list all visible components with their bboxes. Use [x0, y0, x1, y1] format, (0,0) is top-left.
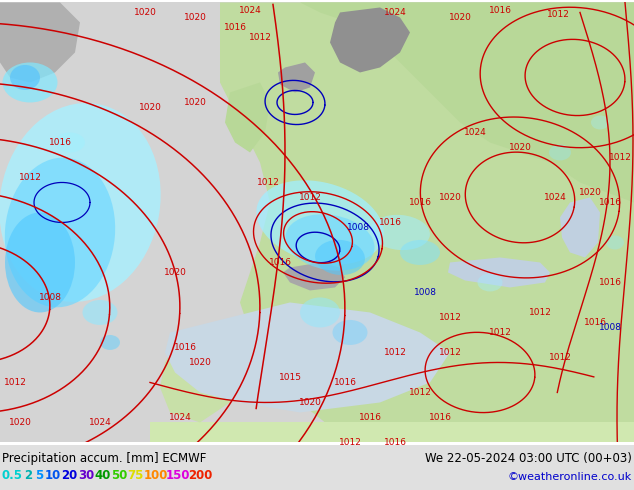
Ellipse shape [606, 236, 624, 249]
Text: 1020: 1020 [164, 268, 186, 277]
Ellipse shape [3, 62, 58, 102]
Ellipse shape [82, 300, 117, 325]
Text: 1020: 1020 [184, 98, 207, 107]
Text: 1016: 1016 [598, 198, 621, 207]
Ellipse shape [370, 215, 430, 250]
Text: 1016: 1016 [333, 378, 356, 387]
Ellipse shape [5, 158, 115, 307]
Polygon shape [448, 257, 550, 288]
Polygon shape [300, 2, 634, 202]
Text: 1024: 1024 [384, 8, 406, 17]
Polygon shape [278, 62, 315, 93]
Ellipse shape [285, 214, 375, 270]
Polygon shape [160, 322, 245, 422]
Text: 75: 75 [127, 469, 143, 482]
Ellipse shape [0, 103, 160, 302]
Text: 100: 100 [143, 469, 168, 482]
Text: 200: 200 [188, 469, 213, 482]
Text: 5: 5 [35, 469, 43, 482]
Ellipse shape [10, 65, 40, 90]
Text: 1016: 1016 [408, 198, 432, 207]
Polygon shape [0, 2, 80, 82]
Text: 1012: 1012 [439, 348, 462, 357]
Ellipse shape [591, 116, 609, 129]
Ellipse shape [5, 213, 75, 313]
Text: 2: 2 [25, 469, 33, 482]
Polygon shape [560, 197, 600, 257]
Text: 10: 10 [45, 469, 61, 482]
Text: 1020: 1020 [134, 8, 157, 17]
Ellipse shape [55, 132, 85, 152]
Text: 1008: 1008 [598, 323, 621, 332]
Text: 1012: 1012 [548, 353, 571, 362]
Ellipse shape [100, 335, 120, 350]
Text: Precipitation accum. [mm] ECMWF: Precipitation accum. [mm] ECMWF [2, 452, 207, 465]
Polygon shape [330, 7, 410, 73]
Text: 1012: 1012 [4, 378, 27, 387]
Text: 1024: 1024 [238, 6, 261, 15]
Text: 1012: 1012 [529, 308, 552, 317]
Text: 1012: 1012 [339, 438, 361, 447]
Text: 1020: 1020 [508, 143, 531, 152]
Text: 1024: 1024 [543, 193, 566, 202]
Text: 1016: 1016 [489, 6, 512, 15]
Text: 1016: 1016 [598, 278, 621, 287]
Text: 1020: 1020 [184, 13, 207, 22]
Ellipse shape [300, 297, 340, 327]
Text: 1016: 1016 [224, 23, 247, 32]
Text: 1012: 1012 [257, 178, 280, 187]
Text: 20: 20 [61, 469, 77, 482]
Text: 1012: 1012 [547, 10, 569, 19]
Text: 1016: 1016 [358, 413, 382, 422]
Text: 1020: 1020 [9, 418, 32, 427]
Text: 1012: 1012 [408, 388, 432, 397]
Text: 1024: 1024 [89, 418, 112, 427]
Text: 1012: 1012 [609, 153, 631, 162]
Text: 1024: 1024 [463, 128, 486, 137]
Text: 0.5: 0.5 [2, 469, 23, 482]
Text: 1012: 1012 [18, 173, 41, 182]
Text: 1016: 1016 [429, 413, 451, 422]
Text: 40: 40 [94, 469, 110, 482]
Ellipse shape [549, 145, 571, 160]
Ellipse shape [400, 240, 440, 265]
Text: 1020: 1020 [449, 13, 472, 22]
Text: 50: 50 [110, 469, 127, 482]
Polygon shape [225, 82, 270, 152]
Text: 1015: 1015 [278, 373, 302, 382]
Text: 1008: 1008 [347, 223, 370, 232]
Text: 1008: 1008 [413, 288, 436, 297]
Text: 1008: 1008 [39, 293, 61, 302]
Text: 1016: 1016 [269, 258, 292, 267]
Text: 1012: 1012 [489, 328, 512, 337]
Text: 1020: 1020 [299, 398, 321, 407]
Polygon shape [150, 422, 634, 442]
Ellipse shape [332, 320, 368, 345]
Text: 1012: 1012 [384, 348, 406, 357]
Ellipse shape [315, 240, 365, 275]
Text: 1020: 1020 [579, 188, 602, 197]
Text: 1024: 1024 [169, 413, 191, 422]
Text: 1012: 1012 [249, 33, 271, 42]
Ellipse shape [477, 273, 503, 292]
Polygon shape [220, 2, 634, 442]
Text: 1016: 1016 [174, 343, 197, 352]
Text: 1020: 1020 [188, 358, 211, 367]
Polygon shape [283, 263, 345, 291]
Text: We 22-05-2024 03:00 UTC (00+03): We 22-05-2024 03:00 UTC (00+03) [425, 452, 632, 465]
Text: 1016: 1016 [384, 438, 406, 447]
Text: 1020: 1020 [139, 103, 162, 112]
Text: 1016: 1016 [378, 218, 401, 227]
Polygon shape [165, 302, 450, 413]
Text: 30: 30 [78, 469, 94, 482]
Text: 1020: 1020 [439, 193, 462, 202]
Text: 1012: 1012 [439, 313, 462, 322]
Text: 1016: 1016 [583, 318, 607, 327]
Text: ©weatheronline.co.uk: ©weatheronline.co.uk [508, 472, 632, 482]
Ellipse shape [256, 180, 384, 265]
Text: 1012: 1012 [299, 193, 321, 202]
Text: 150: 150 [166, 469, 190, 482]
Text: 1016: 1016 [48, 138, 72, 147]
